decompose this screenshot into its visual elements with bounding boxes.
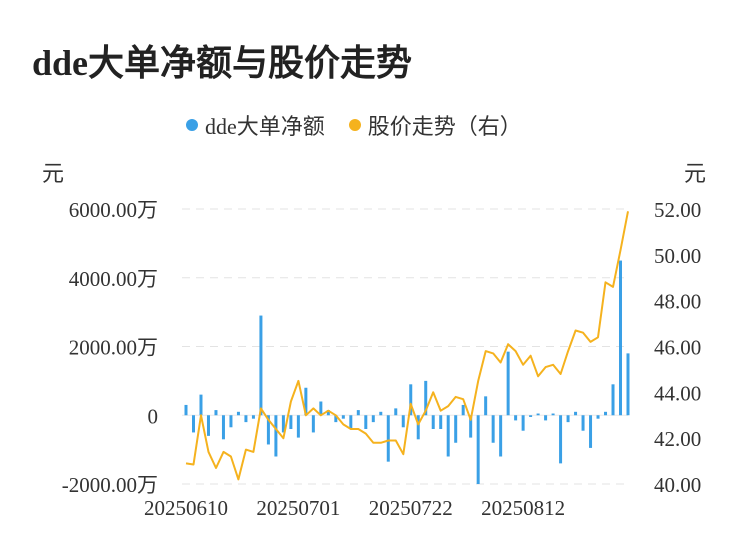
- bar: [416, 415, 420, 440]
- bar: [274, 415, 278, 457]
- bar: [229, 415, 233, 428]
- chart-title: dde大单净额与股价走势: [32, 43, 413, 83]
- bar: [514, 415, 518, 421]
- bar: [364, 415, 368, 429]
- left-tick-label: 4000.00万: [69, 267, 158, 291]
- left-tick-label: -2000.00万: [62, 473, 158, 497]
- x-tick-label: 20250610: [144, 496, 228, 520]
- bar: [311, 415, 315, 433]
- bar: [626, 353, 630, 416]
- bar: [304, 387, 308, 416]
- bar: [371, 415, 375, 423]
- bar: [491, 415, 495, 443]
- bar: [424, 380, 428, 416]
- bar: [244, 415, 248, 423]
- bar: [574, 411, 578, 416]
- bar: [589, 415, 593, 448]
- bar: [206, 415, 210, 436]
- bar: [341, 415, 345, 419]
- legend-item-line[interactable]: 股价走势（右）: [348, 109, 522, 141]
- bar: [566, 415, 570, 423]
- right-tick-label: 46.00: [654, 336, 701, 360]
- bar: [281, 415, 285, 433]
- bar: [454, 415, 458, 443]
- right-tick-label: 52.00: [654, 198, 701, 222]
- bar: [266, 415, 270, 445]
- bar: [184, 404, 188, 416]
- bar: [259, 315, 263, 416]
- bar: [469, 415, 473, 438]
- bar: [236, 411, 240, 416]
- bar: [596, 415, 600, 419]
- bar: [356, 410, 360, 416]
- bar: [461, 404, 465, 416]
- legend-dot-bar: [186, 119, 198, 131]
- bar: [386, 415, 390, 462]
- bar: [499, 415, 503, 457]
- left-axis-unit: 元: [42, 161, 65, 186]
- right-tick-label: 40.00: [654, 473, 701, 497]
- bar: [581, 415, 585, 431]
- bar: [611, 384, 615, 416]
- bar: [401, 415, 405, 428]
- bar: [431, 415, 435, 429]
- x-tick-label: 20250701: [256, 496, 340, 520]
- axis-labels: -2000.00万 0 2000.00万 4000.00万 6000.00万 40.00 4…: [62, 198, 702, 520]
- right-tick-label: 50.00: [654, 244, 701, 268]
- left-tick-label: 0: [148, 404, 159, 428]
- bar: [544, 415, 548, 421]
- left-tick-label: 2000.00万: [69, 336, 158, 360]
- bar: [476, 415, 480, 484]
- price-line: [185, 211, 629, 481]
- bar: [221, 415, 225, 440]
- bar: [484, 396, 488, 416]
- bar: [326, 410, 330, 416]
- bar: [551, 413, 555, 416]
- bar: [296, 415, 300, 438]
- bar: [446, 415, 450, 457]
- bar: [409, 384, 413, 416]
- bar: [214, 410, 218, 416]
- right-tick-label: 42.00: [654, 427, 701, 451]
- bar: [394, 408, 398, 416]
- bar: [529, 415, 533, 417]
- bar: [559, 415, 563, 464]
- bar: [251, 415, 255, 419]
- legend-item-bar[interactable]: dde大单净额: [186, 109, 325, 141]
- legend: dde大单净额 股价走势（右）: [186, 110, 546, 140]
- right-tick-label: 44.00: [654, 381, 701, 405]
- bar: [439, 415, 443, 429]
- bar: [334, 415, 338, 423]
- bar: [289, 415, 293, 429]
- legend-dot-line: [348, 119, 361, 131]
- legend-label-bar: dde大单净额: [205, 114, 325, 139]
- bar: [506, 351, 510, 416]
- right-tick-label: 48.00: [654, 290, 701, 314]
- grid-lines: [182, 208, 628, 485]
- bar: [619, 260, 623, 416]
- bar: [379, 411, 383, 416]
- legend-label-line: 股价走势（右）: [367, 114, 522, 139]
- x-tick-label: 20250722: [369, 496, 453, 520]
- left-tick-label: 6000.00万: [69, 198, 158, 222]
- bar: [604, 411, 608, 416]
- right-axis-unit: 元: [684, 161, 707, 186]
- bar: [536, 413, 540, 416]
- bar: [521, 415, 525, 431]
- x-tick-label: 20250812: [481, 496, 565, 520]
- bar: [349, 415, 353, 429]
- line-series: [185, 211, 629, 481]
- bar: [191, 415, 195, 433]
- bar-series: [184, 260, 630, 484]
- bar: [199, 394, 203, 416]
- bar: [319, 401, 323, 416]
